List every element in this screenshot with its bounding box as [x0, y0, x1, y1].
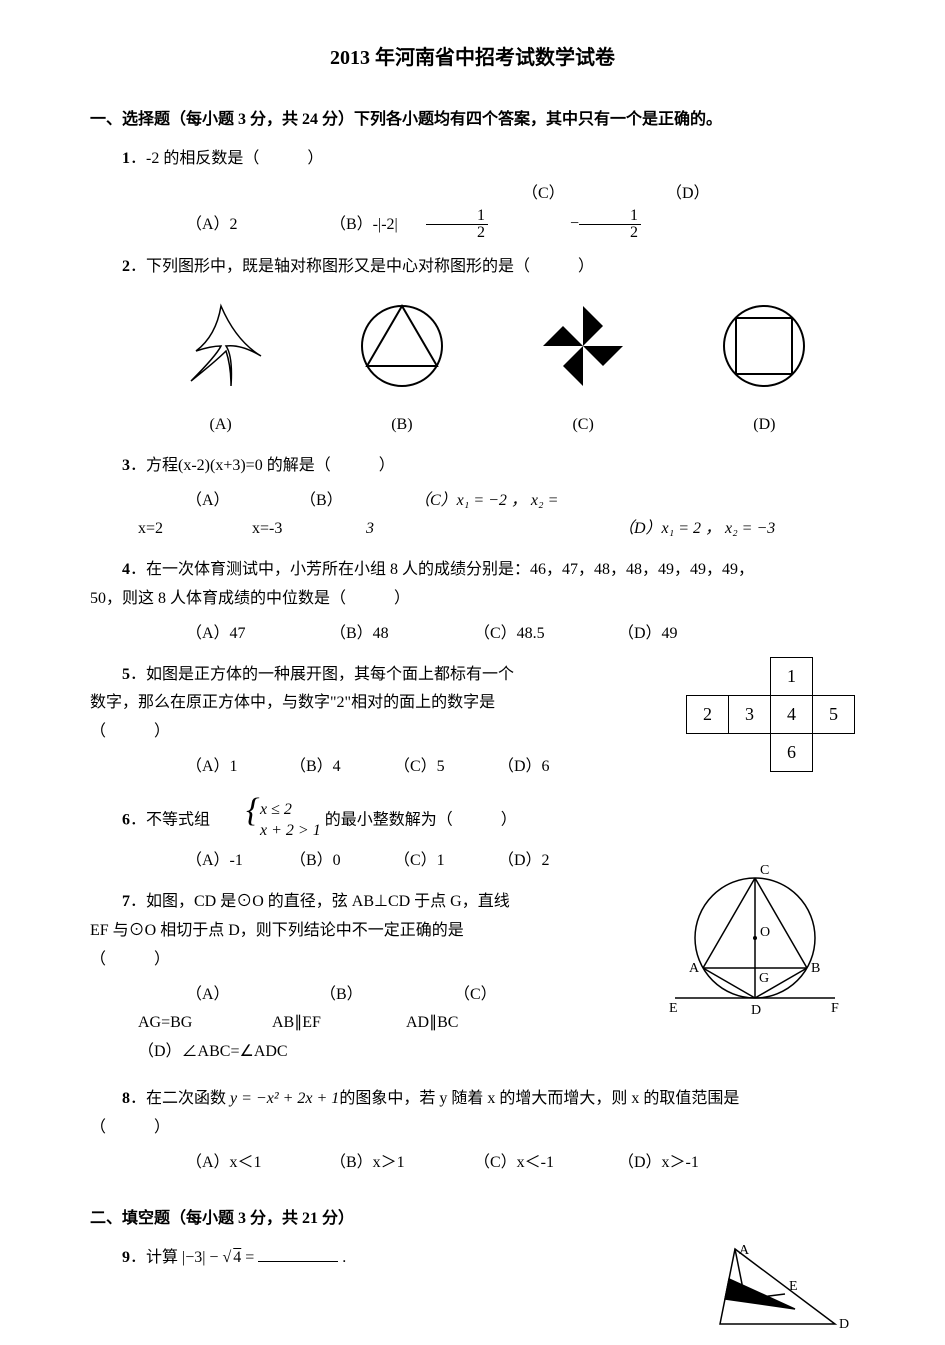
svg-text:D: D [839, 1317, 849, 1332]
q5-text2: 数字，那么在原正方体中，与数字"2"相对的面上的数字是 [90, 689, 666, 718]
q2-num: 2 [122, 258, 130, 275]
q7-opt-c: （C）AD∥BC [406, 981, 536, 1039]
q7-num: 7 [122, 893, 130, 910]
q3-opt-d: （D）x₁ = 2 ， x₂ = −3 [570, 515, 775, 544]
q4-text1: ．在一次体育测试中，小芳所在小组 8 人的成绩分别是：46，47，48，48，4… [130, 561, 754, 578]
question-4: 4．在一次体育测试中，小芳所在小组 8 人的成绩分别是：46，47，48，48，… [90, 556, 855, 648]
q2-text: ．下列图形中，既是轴对称图形又是中心对称图形的是（ ） [130, 258, 594, 275]
q2-fig-a: (A) [171, 296, 271, 440]
q6-system: x ≤ 2 x + 2 > 1 [214, 800, 321, 842]
question-1: 1．-2 的相反数是（ ） （A）2 （B）-|-2| （C） 12 （D） −… [90, 145, 855, 242]
q7-circle-figure: C O A G B E D F [655, 858, 855, 1039]
q4-opt-d: （D）49 [570, 620, 710, 649]
q8-pre: ．在二次函数 [130, 1090, 230, 1107]
q8-num: 8 [122, 1090, 130, 1107]
q1-num: 1 [122, 150, 130, 167]
question-3: 3．方程(x-2)(x+3)=0 的解是（ ） （A）x=2 （B）x=-3 （… [90, 452, 855, 544]
q9-pre: ．计算 |−3| − [130, 1249, 222, 1266]
q8-opt-a: （A）x＜1 [138, 1149, 278, 1178]
q7-opt-a: （A）AG=BG [138, 981, 268, 1039]
q2-fig-d: (D) [714, 296, 814, 440]
q9-num: 9 [122, 1249, 130, 1266]
q7-opt-b: （B）AB∥EF [272, 981, 402, 1039]
q8-opt-b: （B）x＞1 [282, 1149, 422, 1178]
q6-opt-d: （D）2 [450, 847, 550, 876]
q3-num: 3 [122, 457, 130, 474]
svg-text:A: A [739, 1244, 750, 1258]
q8-post: 的图象中，若 y 随着 x 的增大而增大，则 x 的取值范围是 [339, 1090, 739, 1107]
q5-opt-c: （C）5 [346, 753, 446, 782]
q9-post: = [241, 1249, 258, 1266]
question-5: 5．如图是正方体的一种展开图，其每个面上都标有一个 数字，那么在原正方体中，与数… [90, 661, 855, 788]
cube-net-figure: 1 2345 6 [686, 657, 855, 772]
q6-opt-b: （B）0 [242, 847, 342, 876]
q7-opt-d: （D）∠ABC=∠ADC [90, 1038, 288, 1067]
q6-opt-a: （A）-1 [138, 847, 238, 876]
q3-text: ．方程(x-2)(x+3)=0 的解是（ ） [130, 457, 395, 474]
svg-text:E: E [789, 1279, 798, 1294]
svg-text:B: B [811, 961, 820, 976]
question-9: 9．计算 |−3| − √4 = . A E D [90, 1244, 855, 1345]
q8-opt-c: （C）x＜-1 [426, 1149, 566, 1178]
q4-opt-b: （B）48 [282, 620, 422, 649]
q2-fig-c: (C) [533, 296, 633, 440]
page-title: 2013 年河南省中招考试数学试卷 [90, 40, 855, 76]
q5-num: 5 [122, 666, 130, 683]
q1-text: ．-2 的相反数是（ ） [130, 150, 323, 167]
svg-text:A: A [689, 961, 700, 976]
section-2-header: 二、填空题（每小题 3 分，共 21 分） [90, 1205, 855, 1234]
q5-opt-a: （A）1 [138, 753, 238, 782]
section-1-header: 一、选择题（每小题 3 分，共 24 分）下列各小题均有四个答案，其中只有一个是… [90, 106, 855, 135]
q8-opt-d: （D）x＞-1 [570, 1149, 710, 1178]
q3-opt-a: （A）x=2 [138, 487, 248, 545]
q2-fig-b: (B) [352, 296, 452, 440]
q6-post: 的最小整数解为（ ） [325, 811, 517, 828]
q1-opt-d: （D） −12 [570, 180, 710, 242]
q6-pre: ．不等式组 [130, 811, 210, 828]
q8-text2: （ ） [90, 1114, 855, 1143]
svg-text:F: F [831, 1001, 839, 1016]
svg-text:E: E [669, 1001, 678, 1016]
q7-text3: （ ） [90, 946, 645, 975]
svg-text:D: D [751, 1003, 761, 1018]
q8-formula: y = −x² + 2x + 1 [230, 1090, 339, 1107]
question-7: 7．如图，CD 是⊙O 的直径，弦 AB⊥CD 于点 G，直线 EF 与⊙O 相… [90, 888, 855, 1073]
q5-opt-d: （D）6 [450, 753, 550, 782]
q7-text1: ．如图，CD 是⊙O 的直径，弦 AB⊥CD 于点 G，直线 [130, 893, 510, 910]
q5-text3: （ ） [90, 718, 666, 747]
question-8: 8．在二次函数 y = −x² + 2x + 1的图象中，若 y 随着 x 的增… [90, 1085, 855, 1177]
q5-opt-b: （B）4 [242, 753, 342, 782]
q4-text2: 50，则这 8 人体育成绩的中位数是（ ） [90, 585, 855, 614]
q1-opt-c: （C） 12 [426, 180, 566, 242]
blank-line [258, 1246, 338, 1262]
q1-opt-a: （A）2 [138, 211, 278, 240]
svg-text:G: G [759, 971, 769, 986]
q4-num: 4 [122, 561, 130, 578]
question-2: 2．下列图形中，既是轴对称图形又是中心对称图形的是（ ） (A) (B) (C) [90, 253, 855, 439]
q1-opt-b: （B）-|-2| [282, 211, 422, 240]
q6-opt-c: （C）1 [346, 847, 446, 876]
q7-text2: EF 与⊙O 相切于点 D，则下列结论中不一定正确的是 [90, 917, 645, 946]
q3-opt-c: （C）x₁ = −2 ， x₂ = 3 [366, 487, 566, 545]
svg-text:O: O [760, 925, 770, 940]
svg-text:C: C [760, 863, 769, 878]
q4-opt-a: （A）47 [138, 620, 278, 649]
q4-opt-c: （C）48.5 [426, 620, 566, 649]
q9-triangle-figure: A E D [685, 1244, 855, 1345]
q9-sqrt: 4 [231, 1249, 241, 1266]
q3-opt-b: （B）x=-3 [252, 487, 362, 545]
q6-num: 6 [122, 811, 130, 828]
q5-text1: ．如图是正方体的一种展开图，其每个面上都标有一个 [130, 666, 514, 683]
